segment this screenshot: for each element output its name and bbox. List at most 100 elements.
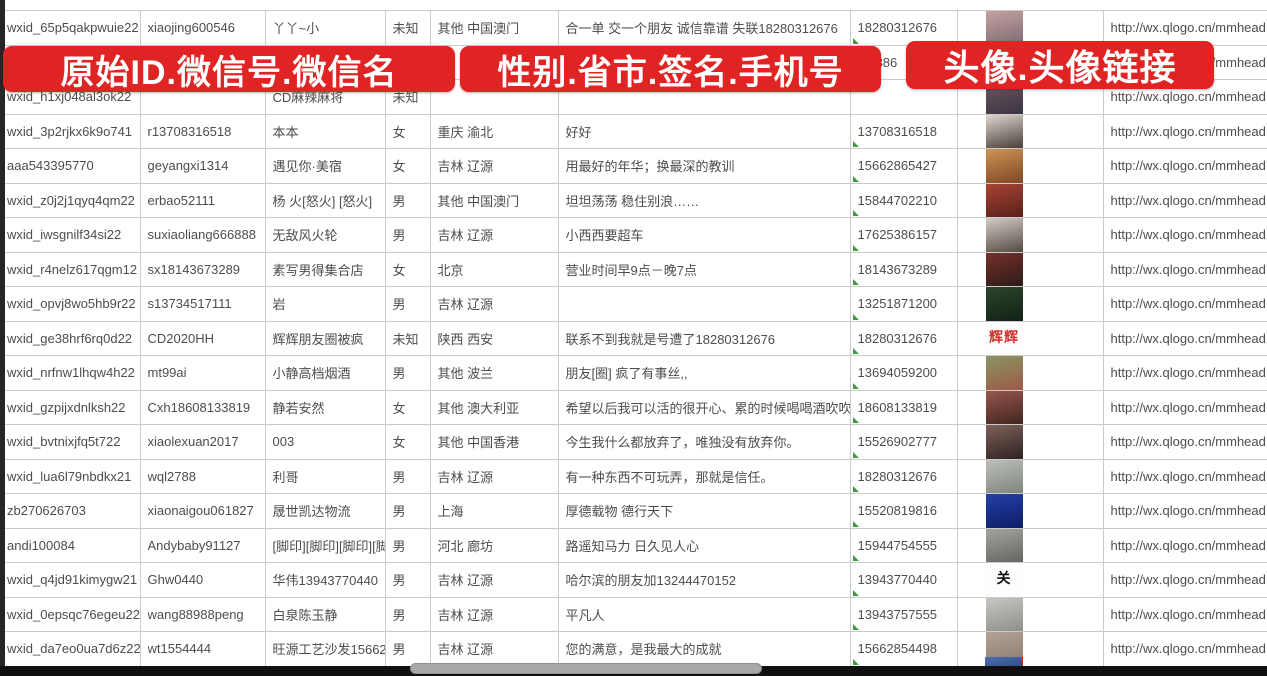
cell-wechat-id[interactable]: xiaonaigou061827: [140, 493, 266, 529]
cell-signature[interactable]: 平凡人: [558, 597, 851, 632]
cell-signature[interactable]: 小西西要超车: [558, 217, 851, 253]
cell-wechat-name[interactable]: 华伟13943770440: [265, 562, 386, 598]
cell-gender[interactable]: 男: [385, 562, 431, 598]
cell-avatar[interactable]: [957, 355, 1104, 391]
cell-wechat-name[interactable]: 晟世凯达物流: [265, 493, 386, 529]
cell-region[interactable]: 吉林 辽源: [430, 562, 559, 598]
cell-phone[interactable]: 13694059200: [850, 355, 958, 391]
cell-wechat-id[interactable]: Andybaby91127: [140, 528, 266, 563]
cell-original-id[interactable]: zb270626703: [0, 493, 141, 529]
cell-original-id[interactable]: wxid_ge38hrf6rq0d22: [0, 321, 141, 356]
cell-avatar[interactable]: [957, 597, 1104, 632]
cell-phone[interactable]: 17625386157: [850, 217, 958, 253]
cell-phone[interactable]: 13251871200: [850, 286, 958, 322]
cell-phone[interactable]: 15662865427: [850, 148, 958, 184]
cell-avatar-url[interactable]: http://wx.qlogo.cn/mmhead: [1103, 148, 1267, 184]
cell-signature[interactable]: 有一种东西不可玩弄，那就是信任。: [558, 459, 851, 494]
cell-wechat-id[interactable]: CD2020HH: [140, 321, 266, 356]
cell-avatar-url[interactable]: http://wx.qlogo.cn/mmhead: [1103, 321, 1267, 356]
cell-wechat-id[interactable]: erbao52111: [140, 183, 266, 218]
cell-avatar-url[interactable]: http://wx.qlogo.cn/mmhead: [1103, 286, 1267, 322]
cell-phone[interactable]: 15526902777: [850, 424, 958, 460]
cell-wechat-name[interactable]: 003: [265, 424, 386, 460]
cell-phone[interactable]: 15520819816: [850, 493, 958, 529]
cell-wechat-name[interactable]: 丫丫~小: [265, 10, 386, 46]
cell-region[interactable]: 河北 廊坊: [430, 528, 559, 563]
cell-wechat-id[interactable]: xiaojing600546: [140, 10, 266, 46]
cell-region[interactable]: 其他 中国澳门: [430, 10, 559, 46]
cell-gender[interactable]: 女: [385, 390, 431, 425]
cell-avatar-url[interactable]: http://wx.qlogo.cn/mmhead: [1103, 424, 1267, 460]
cell-wechat-id[interactable]: sx18143673289: [140, 252, 266, 287]
cell-wechat-name[interactable]: 杨 火[怒火] [怒火]: [265, 183, 386, 218]
cell-signature[interactable]: 坦坦荡荡 稳住别浪……: [558, 183, 851, 218]
cell-phone[interactable]: 15662854498: [850, 631, 958, 667]
cell-phone[interactable]: 18280312676: [850, 321, 958, 356]
cell-wechat-id[interactable]: suxiaoliang666888: [140, 217, 266, 253]
cell-region[interactable]: 吉林 辽源: [430, 597, 559, 632]
cell-gender[interactable]: 未知: [385, 10, 431, 46]
cell-original-id[interactable]: wxid_da7eo0ua7d6z22: [0, 631, 141, 667]
cell-phone[interactable]: 15844702210: [850, 183, 958, 218]
cell-region[interactable]: 吉林 辽源: [430, 217, 559, 253]
cell-gender[interactable]: 女: [385, 148, 431, 184]
cell-avatar-url[interactable]: http://wx.qlogo.cn/mmhead: [1103, 390, 1267, 425]
cell-avatar-url[interactable]: http://wx.qlogo.cn/mmhead: [1103, 355, 1267, 391]
cell-gender[interactable]: 男: [385, 217, 431, 253]
cell-avatar[interactable]: [957, 631, 1104, 667]
cell-wechat-id[interactable]: Ghw0440: [140, 562, 266, 598]
cell-avatar-url[interactable]: http://wx.qlogo.cn/mmhead: [1103, 114, 1267, 149]
cell-phone[interactable]: 15944754555: [850, 528, 958, 563]
cell-region[interactable]: 北京: [430, 252, 559, 287]
cell-avatar-url[interactable]: http://wx.qlogo.cn/mmhead: [1103, 528, 1267, 563]
cell-signature[interactable]: 营业时间早9点－晚7点: [558, 252, 851, 287]
cell-region[interactable]: 上海: [430, 493, 559, 529]
cell-original-id[interactable]: andi100084: [0, 528, 141, 563]
cell-gender[interactable]: 男: [385, 528, 431, 563]
cell-original-id[interactable]: wxid_3p2rjkx6k9o741: [0, 114, 141, 149]
cell-wechat-name[interactable]: 利哥: [265, 459, 386, 494]
cell-region[interactable]: 其他 波兰: [430, 355, 559, 391]
cell-wechat-name[interactable]: 辉辉朋友圈被疯: [265, 321, 386, 356]
cell-phone[interactable]: 18280312676: [850, 459, 958, 494]
cell-avatar[interactable]: [957, 286, 1104, 322]
cell-gender[interactable]: 女: [385, 252, 431, 287]
cell-phone[interactable]: 13708316518: [850, 114, 958, 149]
cell-avatar[interactable]: [957, 183, 1104, 218]
cell-avatar-url[interactable]: http://wx.qlogo.cn/mmhead: [1103, 562, 1267, 598]
cell-avatar[interactable]: 关: [957, 562, 1104, 598]
cell-gender[interactable]: 女: [385, 424, 431, 460]
cell-gender[interactable]: 男: [385, 183, 431, 218]
cell-original-id[interactable]: wxid_iwsgnilf34si22: [0, 217, 141, 253]
cell-original-id[interactable]: wxid_q4jd91kimygw21: [0, 562, 141, 598]
cell-region[interactable]: 陕西 西安: [430, 321, 559, 356]
cell-wechat-name[interactable]: 小静高档烟酒: [265, 355, 386, 391]
cell-original-id[interactable]: wxid_nrfnw1lhqw4h22: [0, 355, 141, 391]
cell-avatar[interactable]: [957, 10, 1104, 46]
cell-original-id[interactable]: wxid_65p5qakpwuie22: [0, 10, 141, 46]
cell-avatar-url[interactable]: http://wx.qlogo.cn/mmhead: [1103, 217, 1267, 253]
cell-phone[interactable]: 13943757555: [850, 597, 958, 632]
cell-signature[interactable]: 哈尔滨的朋友加13244470152: [558, 562, 851, 598]
cell-gender[interactable]: 男: [385, 597, 431, 632]
cell-region[interactable]: 其他 澳大利亚: [430, 390, 559, 425]
cell-original-id[interactable]: wxid_gzpijxdnlksh22: [0, 390, 141, 425]
cell-phone[interactable]: 13943770440: [850, 562, 958, 598]
cell-signature[interactable]: [558, 286, 851, 322]
cell-region[interactable]: 吉林 辽源: [430, 459, 559, 494]
horizontal-scrollbar-thumb[interactable]: [410, 663, 762, 674]
cell-original-id[interactable]: wxid_0epsqc76egeu22: [0, 597, 141, 632]
cell-original-id[interactable]: aaa543395770: [0, 148, 141, 184]
cell-original-id[interactable]: wxid_lua6l79nbdkx21: [0, 459, 141, 494]
cell-original-id[interactable]: wxid_bvtnixjfq5t722: [0, 424, 141, 460]
cell-wechat-id[interactable]: xiaolexuan2017: [140, 424, 266, 460]
cell-region[interactable]: 吉林 辽源: [430, 631, 559, 667]
cell-wechat-name[interactable]: 静若安然: [265, 390, 386, 425]
cell-gender[interactable]: 男: [385, 355, 431, 391]
cell-signature[interactable]: 好好: [558, 114, 851, 149]
cell-gender[interactable]: 女: [385, 114, 431, 149]
cell-region[interactable]: 其他 中国澳门: [430, 183, 559, 218]
cell-wechat-name[interactable]: 无敌风火轮: [265, 217, 386, 253]
cell-signature[interactable]: 联系不到我就是号遭了18280312676: [558, 321, 851, 356]
cell-phone[interactable]: 18280312676: [850, 10, 958, 46]
